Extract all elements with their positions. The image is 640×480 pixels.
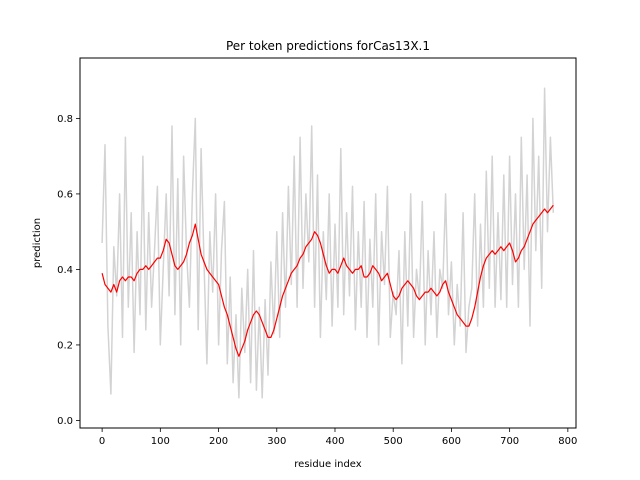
y-tick-label: 0.6 xyxy=(57,189,73,200)
plot-area xyxy=(79,57,577,429)
y-tick-label: 0.8 xyxy=(57,114,73,125)
chart-title: Per token predictions forCas13X.1 xyxy=(226,39,430,53)
axes-spines xyxy=(79,57,577,429)
series-line-smoothed xyxy=(101,204,554,357)
x-tick-label: 500 xyxy=(384,436,403,447)
x-tick-label: 800 xyxy=(558,436,577,447)
y-tick-label: 0.4 xyxy=(57,265,73,276)
y-axis-label: prediction xyxy=(32,218,43,268)
series-line-raw xyxy=(101,87,555,399)
x-tick-label: 100 xyxy=(151,436,170,447)
x-tick-label: 700 xyxy=(500,436,519,447)
y-tick-label: 0.2 xyxy=(57,340,73,351)
x-axis: 0 100 200 300 400 500 600 700 800 xyxy=(99,428,577,447)
y-tick-label: 0.0 xyxy=(57,416,73,427)
x-tick-label: 0 xyxy=(99,436,105,447)
x-axis-label: residue index xyxy=(294,459,361,470)
y-axis: 0.0 0.2 0.4 0.6 0.8 xyxy=(57,114,80,427)
x-tick-label: 600 xyxy=(442,436,461,447)
x-tick-label: 400 xyxy=(325,436,344,447)
series-layer xyxy=(101,87,555,399)
x-tick-label: 200 xyxy=(209,436,228,447)
x-tick-label: 300 xyxy=(267,436,286,447)
